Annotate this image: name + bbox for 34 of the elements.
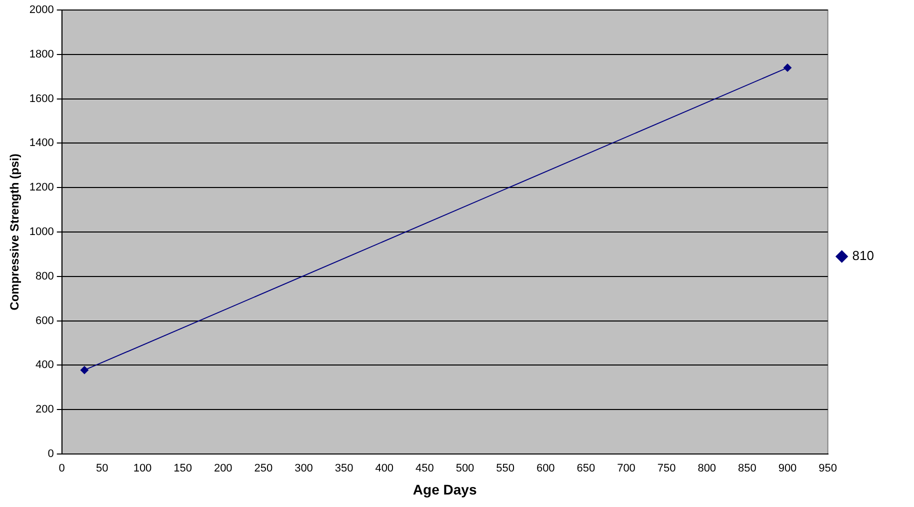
y-tick-label: 1000 [29,226,54,238]
x-tick-label: 100 [133,462,152,475]
y-tick-label: 400 [36,359,54,372]
x-tick-label: 650 [576,462,596,475]
y-tick-label: 1800 [29,48,54,60]
x-tick-label: 250 [254,462,273,475]
x-axis-title: Age Days [412,481,477,498]
x-tick-label: 400 [375,462,394,475]
x-tick-label: 900 [778,462,797,475]
x-tick-label: 300 [294,462,313,475]
x-tick-label: 750 [657,462,676,475]
x-tick-label: 800 [698,462,716,475]
x-tick-label: 450 [416,462,434,475]
x-tick-label: 550 [496,462,514,475]
y-tick-label: 200 [36,404,54,416]
legend-label: 810 [852,248,874,264]
x-tick-label: 500 [456,462,474,475]
x-tick-label: 150 [174,462,192,475]
y-tick-label: 0 [48,448,54,460]
x-tick-label: 0 [58,462,65,475]
x-tick-label: 200 [214,462,232,475]
y-tick-label: 1200 [29,182,54,194]
y-tick-label: 2000 [29,4,54,16]
x-tick-label: 600 [536,462,555,475]
y-tick-label: 800 [36,270,54,282]
y-tick-label: 1600 [29,92,54,105]
y-axis-title: Compressive Strength (psi) [8,154,22,310]
y-tick-label: 600 [36,314,54,327]
x-tick-label: 950 [818,462,837,475]
x-tick-label: 50 [96,462,108,475]
x-tick-label: 350 [334,462,354,475]
x-tick-label: 850 [738,462,756,475]
y-tick-label: 1400 [29,137,54,150]
x-tick-label: 700 [617,462,636,475]
